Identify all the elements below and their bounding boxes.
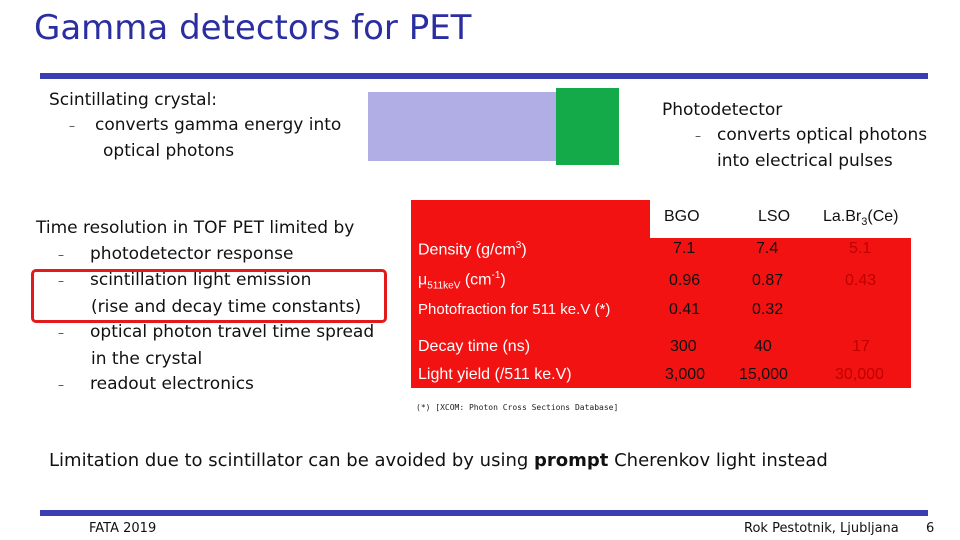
table-cell: 7.4 <box>756 240 779 257</box>
table-cell: 0.41 <box>669 301 701 318</box>
bottom-divider <box>40 510 928 516</box>
time-item-3-cont: in the crystal <box>91 348 203 369</box>
emphasis-word: prompt <box>534 450 609 471</box>
bullet-dash: – <box>69 119 75 133</box>
table-cell: 0.43 <box>845 272 877 289</box>
column-header-bgo: BGO <box>664 208 700 225</box>
table-cell: 30,000 <box>835 366 884 383</box>
time-item-1: photodetector response <box>90 243 294 264</box>
time-item-3: optical photon travel time spread <box>90 322 375 342</box>
time-resolution-text: Time resolution in TOF PET limited by – p… <box>36 216 374 399</box>
properties-table: BGO LSO La.Br3(Ce) Density (g/cm3) 7.1 7… <box>411 200 911 388</box>
table-header-background <box>650 200 911 238</box>
row-label-light-yield: Light yield (/511 ke.V) <box>418 366 572 383</box>
time-item-4: readout electronics <box>90 374 254 394</box>
row-label-decay-time: Decay time (ns) <box>418 338 531 355</box>
scintillator-line2: optical photons <box>103 141 235 161</box>
limitation-text: Limitation due to scintillator can be av… <box>49 450 828 471</box>
table-cell: 17 <box>852 338 870 355</box>
column-header-labr3: La.Br3(Ce) <box>823 208 899 229</box>
top-divider <box>40 73 928 79</box>
footer-author: Rok Pestotnik, Ljubljana <box>744 521 899 536</box>
table-cell: 7.1 <box>673 240 696 257</box>
time-item-2: scintillation light emission <box>90 270 312 290</box>
bullet-dash: – <box>58 247 64 262</box>
highlight-box <box>31 269 387 323</box>
crystal-block <box>368 92 556 161</box>
bullet-dash: – <box>58 274 64 288</box>
scintillator-heading: Scintillating crystal: <box>49 90 218 110</box>
photodetector-text: Photodetector – converts optical photons … <box>662 98 927 174</box>
table-cell: 15,000 <box>739 366 788 383</box>
time-item-2-cont: (rise and decay time constants) <box>91 296 362 317</box>
bullet-dash: – <box>58 378 64 392</box>
table-cell: 0.87 <box>752 272 784 289</box>
slide-title: Gamma detectors for PET <box>34 8 472 48</box>
row-label-photofraction: Photofraction for 511 ke.V (*) <box>418 301 611 318</box>
table-cell: 40 <box>754 338 772 355</box>
row-label-attenuation: μ511keV (cm-1) <box>418 270 506 292</box>
scintillator-line1: converts gamma energy into <box>95 115 342 135</box>
photodetector-line2: into electrical pulses <box>717 151 893 171</box>
table-cell: 5.1 <box>849 240 872 257</box>
table-cell: 300 <box>670 338 697 355</box>
table-cell: 3,000 <box>665 366 706 383</box>
footer-conference: FATA 2019 <box>89 521 157 536</box>
bullet-dash: – <box>695 129 701 143</box>
photodetector-block <box>556 88 619 165</box>
footnote: (*) [XCOM: Photon Cross Sections Databas… <box>416 403 619 412</box>
bullet-dash: – <box>58 326 64 340</box>
photodetector-line1: converts optical photons <box>717 125 928 145</box>
table-cell: 0.96 <box>669 272 701 289</box>
time-resolution-heading: Time resolution in TOF PET limited by <box>36 218 355 238</box>
photodetector-heading: Photodetector <box>662 100 783 120</box>
column-header-lso: LSO <box>758 208 791 225</box>
scintillator-text: Scintillating crystal: – converts gamma e… <box>49 88 341 164</box>
row-label-density: Density (g/cm3) <box>418 240 527 259</box>
page-number: 6 <box>926 521 935 536</box>
table-cell: 0.32 <box>752 301 784 318</box>
